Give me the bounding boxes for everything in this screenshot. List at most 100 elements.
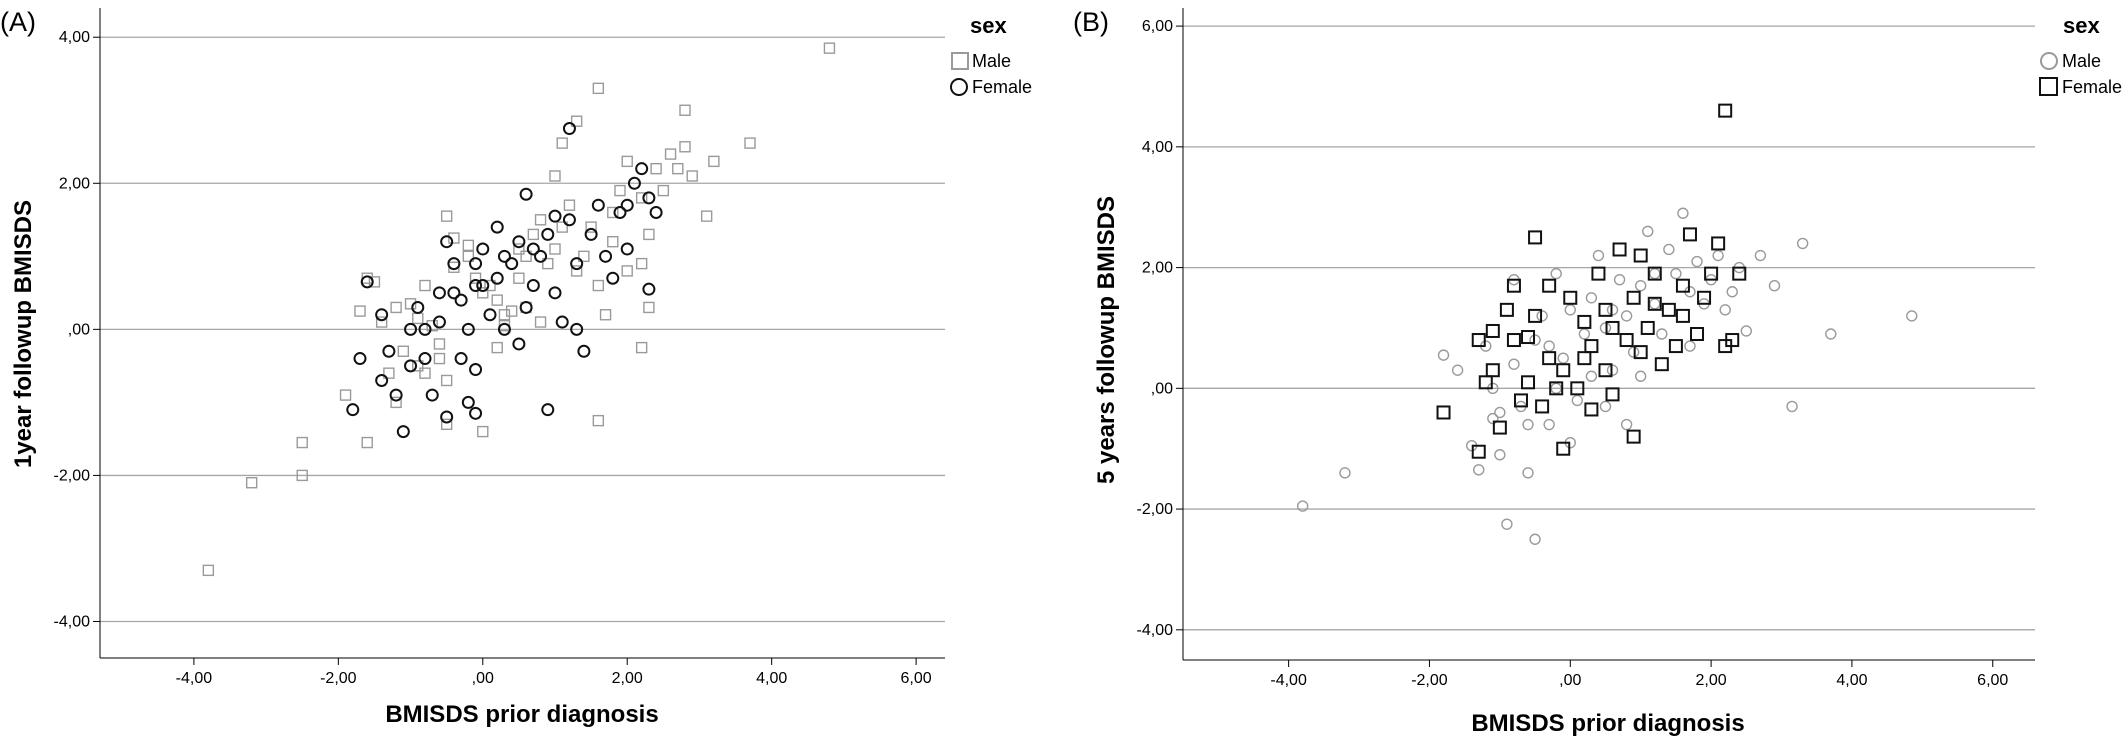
panel-b-gridlines bbox=[1183, 25, 2035, 631]
data-point-male bbox=[361, 436, 373, 449]
data-point-female bbox=[1521, 330, 1536, 345]
y-tick-label: 4,00 bbox=[59, 29, 90, 46]
data-point-male bbox=[1501, 518, 1513, 530]
x-tick-label: 4,00 bbox=[756, 670, 787, 687]
data-point-male bbox=[1529, 334, 1541, 346]
data-point-male bbox=[1613, 273, 1626, 286]
data-point-female bbox=[418, 322, 432, 336]
data-point-male bbox=[498, 309, 511, 321]
panel-a-legend-female-marker bbox=[950, 78, 968, 96]
y-tick-label: -2,00 bbox=[54, 467, 91, 484]
x-tick-label: ,00 bbox=[472, 670, 494, 687]
data-point-male bbox=[462, 250, 475, 263]
data-point-male bbox=[1592, 249, 1605, 262]
panel-b: (B) 6,00 4,00 2,00 ,00 -2,00 -4,00 -4,00 -2,00… bbox=[1073, 7, 2122, 737]
data-point-female bbox=[620, 198, 634, 212]
data-point-female bbox=[1591, 266, 1606, 281]
data-point-male bbox=[1543, 418, 1555, 431]
data-point-male bbox=[404, 298, 417, 310]
data-point-male bbox=[700, 210, 713, 222]
panel-a-legend-female-label: Female bbox=[972, 77, 1032, 97]
data-point-female bbox=[404, 359, 418, 373]
data-point-female bbox=[490, 220, 504, 234]
data-point-male bbox=[534, 316, 547, 328]
data-point-male bbox=[513, 243, 525, 255]
data-point-male bbox=[599, 309, 612, 321]
data-point-female bbox=[454, 293, 468, 307]
data-point-male bbox=[563, 199, 576, 211]
panel-a-legend-male-label: Male bbox=[972, 51, 1011, 71]
data-point-female bbox=[1570, 381, 1585, 396]
data-point-female bbox=[635, 162, 649, 176]
data-point-male bbox=[1634, 280, 1647, 292]
data-point-male bbox=[419, 367, 431, 379]
data-point-female bbox=[461, 322, 475, 336]
data-point-male bbox=[1620, 310, 1633, 322]
data-point-male bbox=[448, 232, 460, 244]
data-point-male bbox=[1557, 352, 1569, 364]
data-point-female bbox=[606, 271, 620, 285]
data-point-female bbox=[642, 282, 656, 296]
data-point-male bbox=[484, 279, 496, 292]
data-point-female bbox=[1584, 339, 1599, 354]
panel-b-x-axis-title: BMISDS prior diagnosis bbox=[1471, 710, 1744, 737]
x-tick-label: 4,00 bbox=[1836, 672, 1867, 689]
data-point-male bbox=[1494, 406, 1506, 419]
data-point-female bbox=[469, 363, 483, 377]
data-point-male bbox=[607, 236, 619, 248]
data-point-male bbox=[1564, 304, 1576, 316]
data-point-female bbox=[642, 191, 656, 205]
data-point-male bbox=[296, 469, 308, 482]
data-point-female bbox=[649, 205, 663, 219]
panel-b-legend-title: sex bbox=[2063, 13, 2100, 38]
data-point-female bbox=[1725, 333, 1740, 348]
data-point-female bbox=[497, 322, 511, 336]
data-point-female bbox=[476, 242, 490, 256]
data-point-female bbox=[591, 198, 605, 212]
x-tick-label: 6,00 bbox=[1977, 672, 2008, 689]
data-point-male bbox=[1796, 237, 1809, 250]
data-point-female bbox=[1718, 103, 1733, 118]
data-point-male bbox=[1642, 225, 1654, 238]
data-point-female bbox=[1675, 278, 1690, 293]
data-point-female bbox=[440, 235, 454, 249]
x-tick-label: -2,00 bbox=[320, 670, 357, 687]
data-point-male bbox=[1550, 267, 1562, 280]
data-point-female bbox=[1697, 290, 1712, 305]
data-point-male bbox=[1585, 292, 1598, 304]
data-point-female bbox=[1711, 236, 1726, 251]
data-point-male bbox=[570, 115, 583, 127]
x-tick-label: 2,00 bbox=[612, 670, 643, 687]
data-point-male bbox=[1536, 310, 1548, 322]
data-point-female bbox=[1556, 441, 1571, 456]
data-point-male bbox=[1585, 370, 1598, 382]
data-point-male bbox=[635, 257, 648, 270]
data-point-male bbox=[614, 184, 626, 197]
data-point-female bbox=[584, 227, 598, 241]
data-point-male bbox=[375, 316, 388, 328]
data-point-male bbox=[1677, 207, 1689, 219]
data-point-male bbox=[433, 352, 446, 365]
data-point-female bbox=[1513, 393, 1528, 408]
data-point-female bbox=[1535, 399, 1550, 414]
data-point-male bbox=[650, 162, 662, 175]
data-point-male bbox=[592, 414, 605, 427]
data-point-female bbox=[1471, 444, 1486, 459]
data-point-male bbox=[549, 170, 561, 182]
data-point-male bbox=[1599, 400, 1612, 413]
data-point-male bbox=[1656, 328, 1668, 340]
data-point-female bbox=[425, 388, 439, 402]
panel-b-points bbox=[1297, 103, 1918, 545]
data-point-male bbox=[505, 305, 518, 317]
data-point-female bbox=[1605, 387, 1620, 402]
data-point-female bbox=[1633, 345, 1648, 360]
panel-a: (A) 4,00 2,00 ,00 -2,00 -4,00 -4,00 -2,00 ,00 2… bbox=[0, 7, 1032, 728]
data-point-male bbox=[469, 272, 482, 284]
data-point-female bbox=[512, 337, 526, 351]
data-point-male bbox=[1578, 328, 1591, 340]
data-point-male bbox=[592, 82, 605, 95]
data-point-male bbox=[339, 389, 352, 401]
data-point-male bbox=[1297, 500, 1309, 512]
data-point-female bbox=[1605, 320, 1620, 335]
